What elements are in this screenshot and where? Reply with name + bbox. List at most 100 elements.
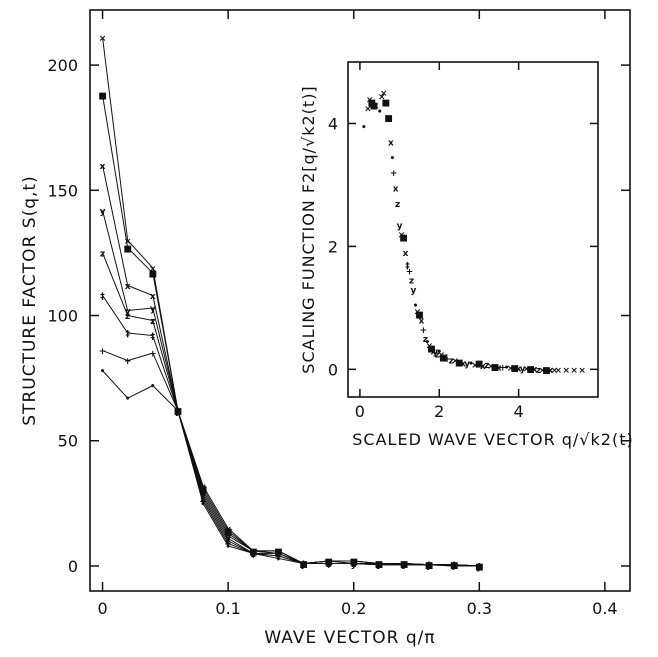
- inset-y-tick-label: 2: [328, 237, 338, 256]
- inset-scatter-point: ■: [399, 234, 408, 244]
- y-tick-label: 0: [68, 557, 78, 576]
- inset-scatter-point: x: [516, 365, 522, 375]
- inset-scatter-point: •: [436, 347, 442, 357]
- series-point: •: [401, 561, 407, 571]
- inset-x-axis-label: SCALED WAVE VECTOR q/√k2(t): [352, 430, 633, 449]
- series-point: y: [150, 305, 156, 315]
- inset-scatter-point: +: [499, 363, 507, 373]
- series-point: +: [99, 347, 107, 357]
- series-point: ×: [99, 34, 107, 44]
- inset-scatter-point: ×: [378, 92, 386, 102]
- inset-scatter-point: x: [373, 102, 379, 112]
- inset-scatter-point: ■: [370, 102, 379, 112]
- inset-scatter-point: x: [393, 185, 399, 195]
- inset-scatter-point: x: [388, 138, 394, 148]
- series-point: •: [376, 561, 382, 571]
- inset-scatter-point: x: [430, 347, 436, 357]
- inset-scatter-point: ■: [439, 354, 448, 364]
- series-point: x: [476, 562, 482, 572]
- series-point: •: [426, 561, 432, 571]
- inset-scatter-point: +: [406, 267, 414, 277]
- inset-scatter-point: z: [423, 335, 428, 345]
- inset-scatter-point: ■: [427, 344, 436, 354]
- series-point: y: [476, 562, 482, 572]
- series-point: ■: [349, 557, 358, 567]
- series-point: +: [275, 552, 283, 562]
- series-point: ‡: [100, 292, 105, 302]
- inset-scatter-point: ■: [510, 364, 519, 374]
- series-point: y: [351, 560, 357, 570]
- series-point: z: [226, 535, 231, 545]
- series-point: •: [200, 500, 206, 510]
- inset-scatter-point: z: [435, 350, 440, 360]
- series-point: y: [326, 557, 332, 567]
- inset-scatter-point: +: [443, 355, 451, 365]
- inset-x-tick-label: 0: [355, 402, 365, 421]
- series-point: ■: [299, 560, 308, 570]
- inset-scatter-point: x: [532, 365, 538, 375]
- inset-scatter-point: •: [504, 363, 510, 373]
- inset-scatter-point: •: [413, 301, 419, 311]
- series-point: z: [301, 560, 306, 570]
- main-plot-frame: [89, 9, 631, 592]
- inset-scatter-point: x: [496, 363, 502, 373]
- inset-y-tick-label: 0: [328, 360, 338, 379]
- series-point: ×: [275, 547, 283, 557]
- x-tick-label: 0.2: [341, 599, 366, 618]
- series-point: ×: [300, 560, 308, 570]
- inset-scatter-point: x: [460, 360, 466, 370]
- series-point: y: [275, 550, 281, 560]
- inset-scatter-point: ■: [491, 363, 500, 373]
- series-point: +: [325, 560, 333, 570]
- inset-scatter-point: ×: [487, 362, 495, 372]
- series-point: x: [326, 557, 332, 567]
- series-point: x: [150, 292, 156, 302]
- series-point: ‡: [301, 560, 306, 570]
- inset-scatter-point: ×: [414, 307, 422, 317]
- inset-scatter-point: ■: [415, 311, 424, 321]
- inset-scatter-point: ×: [380, 89, 388, 99]
- inset-scatter-point: y: [411, 286, 417, 296]
- inset-scatter-point: ×: [366, 95, 374, 105]
- series-point: +: [450, 562, 458, 572]
- series-point: •: [225, 542, 231, 552]
- x-tick-label: 0.1: [215, 599, 240, 618]
- inset-scatter-point: ■: [542, 366, 551, 376]
- series-point: •: [150, 382, 156, 392]
- series-point: z: [426, 561, 431, 571]
- series-point: ‡: [226, 537, 231, 547]
- y-tick-label: 150: [47, 181, 78, 200]
- series-point: +: [249, 550, 257, 560]
- series-point: +: [375, 561, 383, 571]
- series-point: •: [125, 395, 131, 405]
- inset-scatter-point: ×: [551, 366, 559, 376]
- inset-scatter-point: x: [547, 366, 553, 376]
- series-point: ‡: [402, 561, 407, 571]
- inset-scatter-point: x: [480, 362, 486, 372]
- series-point: ‡: [351, 560, 356, 570]
- series-point: +: [124, 357, 132, 367]
- inset-scatter-point: ■: [381, 98, 390, 108]
- series-point: •: [100, 367, 106, 377]
- series-point: x: [250, 547, 256, 557]
- inset-scatter-point: z: [409, 277, 414, 287]
- inset-scatter-point: ‡: [405, 261, 410, 271]
- inset-plot-frame: [347, 61, 599, 398]
- series-point: +: [149, 350, 157, 360]
- y-tick-label: 100: [47, 307, 78, 326]
- series-point: x: [125, 282, 131, 292]
- series-point: +: [224, 540, 232, 550]
- series-point: ■: [274, 547, 283, 557]
- series-point: y: [301, 560, 307, 570]
- series-point: y: [225, 532, 231, 542]
- inset-scatter-point: •: [424, 338, 430, 348]
- inset-scatter-point: x: [419, 317, 425, 327]
- x-axis-label: WAVE VECTOR q/π: [264, 628, 435, 648]
- inset-scatter-point: ×: [507, 364, 515, 374]
- inset-scatter-point: ×: [426, 341, 434, 351]
- inset-scatter-point: ×: [451, 357, 459, 367]
- series-point: z: [100, 249, 105, 259]
- series-point: +: [350, 560, 358, 570]
- inset-background: [296, 54, 612, 459]
- inset-scatter-point: ×: [437, 350, 445, 360]
